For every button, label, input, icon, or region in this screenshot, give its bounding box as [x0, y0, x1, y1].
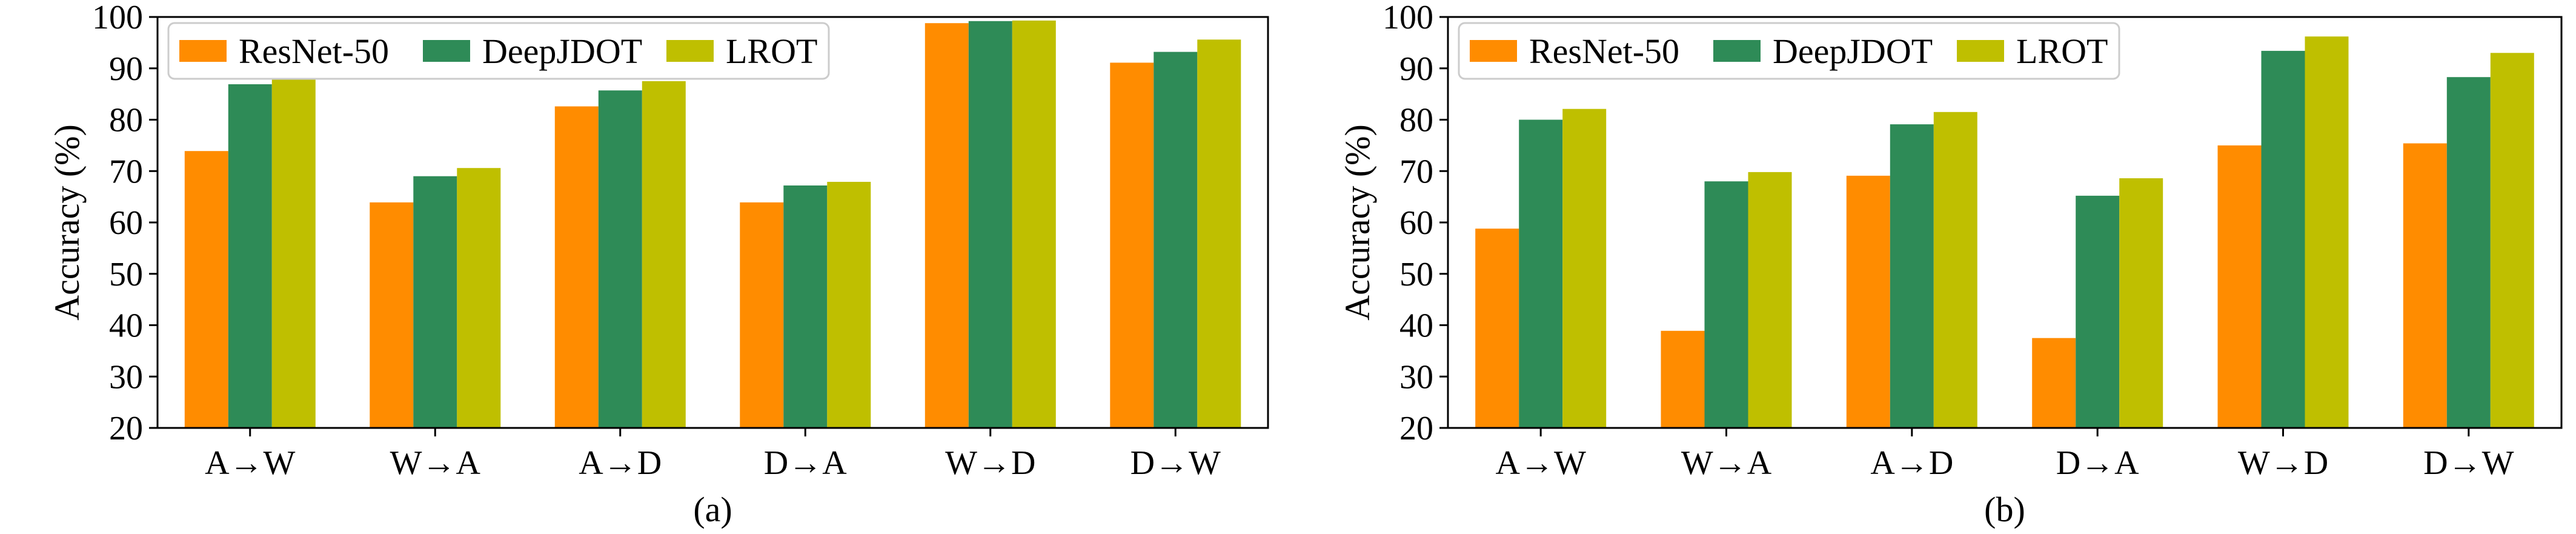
bar-deepjdot-3 [2076, 195, 2120, 428]
y-tick-label: 40 [1399, 307, 1433, 345]
bar-deepjdot-5 [2446, 77, 2491, 428]
y-tick-label: 90 [1399, 50, 1433, 88]
bar-deepjdot-3 [783, 185, 828, 428]
x-tick-label: A→W [1496, 444, 1586, 482]
bar-lrot-3 [2119, 178, 2163, 428]
bar-resnet-50-5 [1110, 62, 1154, 428]
bar-deepjdot-1 [1704, 181, 1748, 428]
x-tick-label: D→W [1130, 444, 1221, 482]
bar-deepjdot-2 [598, 90, 642, 428]
y-tick-label: 30 [109, 358, 143, 396]
x-tick-label: D→A [2056, 444, 2139, 482]
bar-deepjdot-2 [1890, 124, 1934, 428]
legend-box [1458, 22, 2120, 80]
chart-panel-a: 20 30 40 50 60 70 80 90 100 A→W W→A A→D D→A W→D D→W Acc… [47, 0, 1269, 529]
bar-lrot-4 [2305, 36, 2349, 428]
legend-swatch [179, 40, 227, 62]
legend-box [167, 22, 830, 80]
bar-deepjdot-4 [968, 21, 1012, 429]
panel-caption: (a) [693, 490, 732, 529]
legend: ResNet-50 DeepJDOT LROT [167, 22, 830, 80]
y-tick-label: 20 [109, 410, 143, 447]
y-tick-label: 60 [109, 204, 143, 242]
legend-swatch [666, 40, 714, 62]
bar-resnet-50-0 [1475, 229, 1519, 428]
legend-label: LROT [2016, 32, 2108, 71]
legend-label: LROT [726, 32, 817, 71]
panel-caption: (b) [1984, 490, 2025, 529]
bar-resnet-50-1 [1661, 330, 1705, 428]
legend-swatch [423, 40, 470, 62]
bar-resnet-50-0 [184, 151, 228, 428]
legend-swatch [1470, 40, 1517, 62]
y-tick-label: 50 [1399, 256, 1433, 293]
bar-lrot-4 [1012, 20, 1056, 428]
x-tick-label: D→W [2423, 444, 2514, 482]
bar-lrot-3 [827, 182, 871, 428]
y-tick-label: 30 [1399, 358, 1433, 396]
bar-lrot-1 [457, 168, 501, 428]
legend-label: DeepJDOT [482, 32, 642, 71]
x-tick-label: W→D [2238, 444, 2328, 482]
bar-lrot-2 [1933, 112, 1977, 429]
y-axis-title: Accuracy (%) [47, 124, 87, 321]
y-tick-label: 90 [109, 50, 143, 88]
y-tick-label: 80 [109, 102, 143, 139]
bar-deepjdot-5 [1154, 52, 1198, 429]
x-tick-label: W→A [1681, 444, 1772, 482]
y-axis-title: Accuracy (%) [1338, 124, 1377, 321]
x-tick-label: W→A [390, 444, 481, 482]
legend-label: ResNet-50 [1529, 32, 1679, 71]
y-tick-label: 60 [1399, 204, 1433, 242]
bar-lrot-5 [1197, 39, 1241, 429]
y-tick-label: 70 [109, 153, 143, 190]
x-tick-label: D→A [764, 444, 847, 482]
bar-lrot-0 [1562, 108, 1607, 428]
bar-deepjdot-1 [413, 176, 457, 428]
y-tick-label: 100 [92, 0, 143, 36]
bar-lrot-2 [642, 81, 686, 428]
chart-panel-b: 20 30 40 50 60 70 80 90 100 A→W W→A A→D D→A W→D D→W Acc… [1338, 0, 2563, 529]
legend-swatch [1957, 40, 2004, 62]
y-tick-label: 50 [109, 256, 143, 293]
bar-deepjdot-0 [1519, 119, 1563, 428]
legend-swatch [1713, 40, 1761, 62]
legend-label: ResNet-50 [239, 32, 389, 71]
bar-resnet-50-3 [740, 202, 784, 428]
y-tick-label: 70 [1399, 153, 1433, 190]
y-tick-label: 40 [109, 307, 143, 345]
x-tick-label: A→D [579, 444, 662, 482]
bar-resnet-50-5 [2403, 143, 2447, 428]
y-tick-label: 80 [1399, 102, 1433, 139]
x-tick-label: A→D [1870, 444, 1953, 482]
legend: ResNet-50 DeepJDOT LROT [1458, 22, 2120, 80]
bar-lrot-1 [1748, 172, 1792, 428]
bar-resnet-50-2 [554, 106, 599, 428]
bar-resnet-50-3 [2032, 338, 2076, 428]
bar-deepjdot-4 [2261, 50, 2305, 428]
bar-deepjdot-0 [228, 84, 272, 428]
bar-resnet-50-1 [370, 202, 414, 428]
x-tick-label: A→W [205, 444, 295, 482]
x-tick-label: W→D [945, 444, 1035, 482]
legend-label: DeepJDOT [1773, 32, 1933, 71]
y-tick-label: 100 [1383, 0, 1433, 36]
bar-lrot-0 [271, 78, 316, 428]
y-tick-label: 20 [1399, 410, 1433, 447]
bar-resnet-50-4 [2217, 145, 2262, 428]
bar-lrot-5 [2490, 53, 2534, 429]
bar-resnet-50-2 [1846, 175, 1890, 428]
bar-resnet-50-4 [925, 23, 969, 428]
